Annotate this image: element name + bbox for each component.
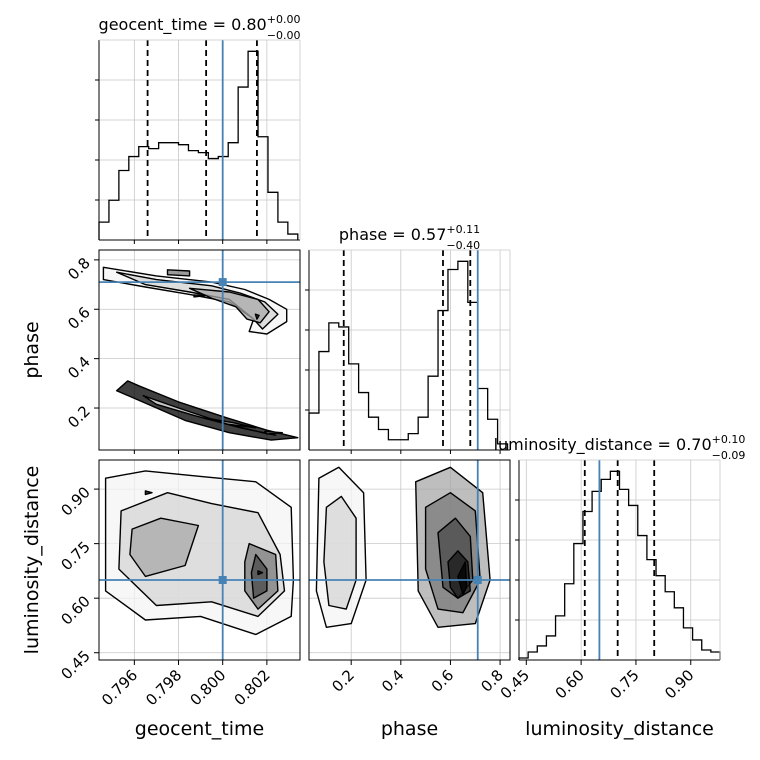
hist-panel-luminosity_distance: luminosity_distance = 0.70+0.10−0.09 xyxy=(494,433,746,661)
panel-title-phase: phase = 0.57+0.11 xyxy=(339,223,480,244)
axis-frame xyxy=(98,249,301,451)
contour-level xyxy=(142,395,277,436)
x-tick-label: 0.60 xyxy=(552,666,588,702)
density-panel-phase-luminosity_distance xyxy=(308,459,511,661)
panel-title-geocent_time: geocent_time = 0.80+0.00 xyxy=(99,13,301,35)
y-tick-label: 0.90 xyxy=(57,483,93,519)
histogram-geocent_time xyxy=(98,50,299,240)
contour-level xyxy=(188,287,270,324)
title-upper-error: +0.11 xyxy=(446,223,480,236)
x-axis-label: geocent_time xyxy=(135,718,264,740)
contour-level xyxy=(323,495,357,610)
x-axis-label: luminosity_distance xyxy=(525,718,714,740)
contour-level xyxy=(254,313,260,320)
y-tick-label: 0.45 xyxy=(57,647,93,683)
truth-marker xyxy=(473,576,482,584)
contour-level xyxy=(115,271,279,330)
y-tick-label: 0.4 xyxy=(64,353,94,383)
title-value: phase = 0.57 xyxy=(339,225,446,244)
title-lower-error: −0.40 xyxy=(446,239,480,252)
x-tick-label: 0.4 xyxy=(378,666,408,696)
y-axis-label: phase xyxy=(21,321,43,378)
x-tick-label: 0.90 xyxy=(661,666,697,702)
density-panel-geocent_time-phase xyxy=(98,249,301,451)
y-axis-label: luminosity_distance xyxy=(21,466,43,655)
contour-level xyxy=(129,517,200,578)
histogram-luminosity_distance xyxy=(518,470,721,660)
axis-frame xyxy=(308,459,511,661)
title-value: luminosity_distance = 0.70 xyxy=(494,435,712,455)
x-tick-label: 0.798 xyxy=(142,666,185,709)
contour-level xyxy=(264,430,283,435)
y-tick-label: 0.6 xyxy=(64,303,94,333)
x-tick-label: 0.800 xyxy=(186,666,229,709)
title-lower-error: −0.00 xyxy=(267,29,301,42)
x-tick-label: 0.6 xyxy=(428,666,458,696)
truth-marker xyxy=(218,278,227,287)
contour-level xyxy=(144,490,153,496)
hist-panel-geocent_time: geocent_time = 0.80+0.00−0.00 xyxy=(95,13,301,241)
contour-level xyxy=(193,294,206,298)
hist-panel-phase: phase = 0.57+0.11−0.40 xyxy=(305,223,511,451)
contour-level xyxy=(457,561,468,596)
x-tick-label: 0.75 xyxy=(606,666,642,702)
x-tick-label: 0.2 xyxy=(328,666,358,696)
contour-level xyxy=(250,553,268,599)
y-tick-label: 0.2 xyxy=(64,402,94,432)
y-tick-label: 0.8 xyxy=(64,254,94,284)
y-tick-label: 0.60 xyxy=(57,592,93,628)
y-tick-label: 0.75 xyxy=(57,538,93,574)
truth-marker xyxy=(218,576,227,584)
density-panel-geocent_time-luminosity_distance xyxy=(98,459,301,661)
x-tick-label: 0.802 xyxy=(231,666,274,709)
x-tick-label: 0.45 xyxy=(497,666,533,702)
contour-level xyxy=(257,570,264,576)
contour-level xyxy=(115,380,299,441)
title-value: geocent_time = 0.80 xyxy=(99,15,267,35)
title-upper-error: +0.10 xyxy=(712,433,746,446)
axis-frame xyxy=(98,459,301,661)
x-axis-label: phase xyxy=(381,718,438,740)
contour-level xyxy=(166,269,191,277)
title-lower-error: −0.09 xyxy=(712,449,746,462)
panel-title-luminosity_distance: luminosity_distance = 0.70+0.10 xyxy=(494,433,746,455)
title-upper-error: +0.00 xyxy=(267,13,301,26)
x-tick-label: 0.796 xyxy=(98,666,141,709)
